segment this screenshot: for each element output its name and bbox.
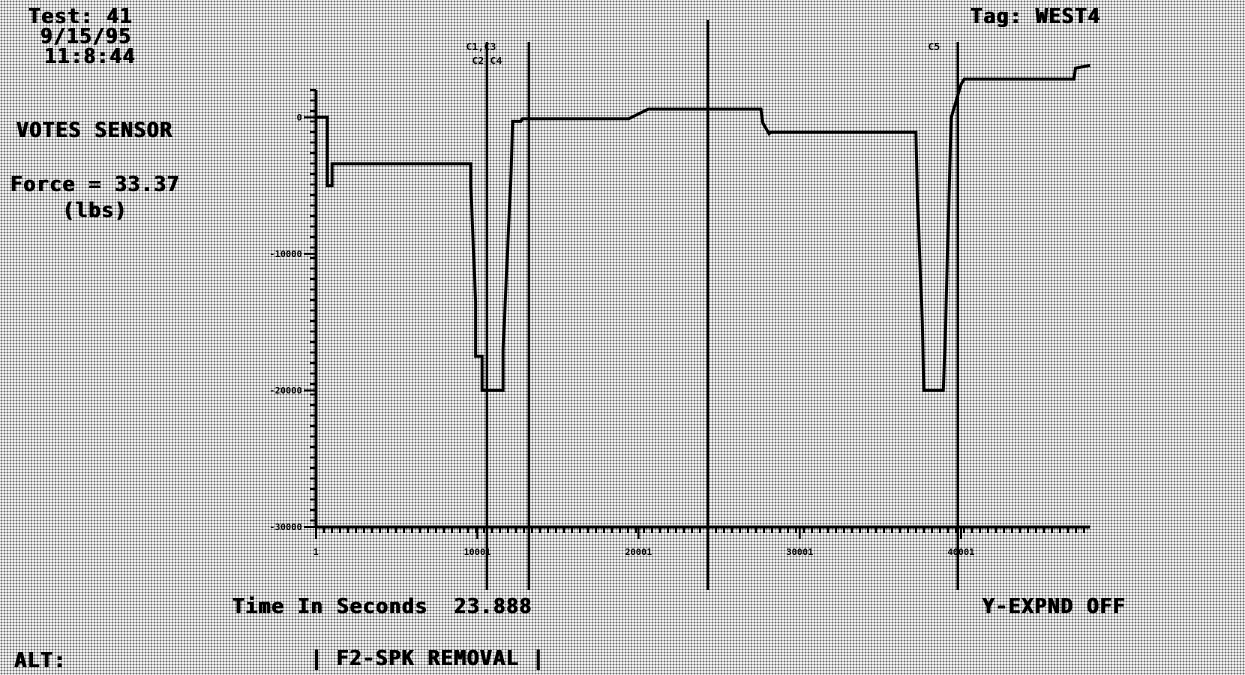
x-tick-label: 20001 — [625, 548, 652, 558]
alt-prompt: ALT: — [14, 648, 67, 672]
force-unit: (lbs) — [62, 198, 128, 222]
force-readout: Force = 33.37 — [10, 172, 180, 196]
y-tick-label: 0 — [297, 113, 302, 123]
y-tick-label: -20000 — [269, 386, 302, 396]
y-expand-status: Y-EXPND OFF — [982, 594, 1126, 618]
cursor-label: C1,C3 — [466, 42, 496, 53]
tag-label: Tag: WEST4 — [970, 4, 1101, 28]
test-number: Test: 41 — [28, 4, 133, 28]
y-tick-label: -30000 — [269, 523, 302, 533]
cursor-label: C2,C4 — [472, 56, 502, 67]
y-tick-label: -10000 — [269, 250, 302, 260]
f2-spike-removal-button[interactable]: | F2-SPK REMOVAL | — [310, 646, 545, 670]
x-tick-label: 1 — [313, 548, 318, 558]
test-time: 11:8:44 — [44, 44, 136, 68]
force-series-line — [316, 63, 1091, 392]
cursor-label: C5 — [928, 42, 940, 53]
x-tick-label: 30001 — [786, 548, 813, 558]
sensor-name: VOTES SENSOR — [16, 118, 173, 142]
test-date: 9/15/95 — [40, 24, 132, 48]
x-tick-label: 10001 — [464, 548, 491, 558]
x-tick-label: 40001 — [947, 548, 974, 558]
time-readout: Time In Seconds 23.888 — [232, 594, 532, 618]
